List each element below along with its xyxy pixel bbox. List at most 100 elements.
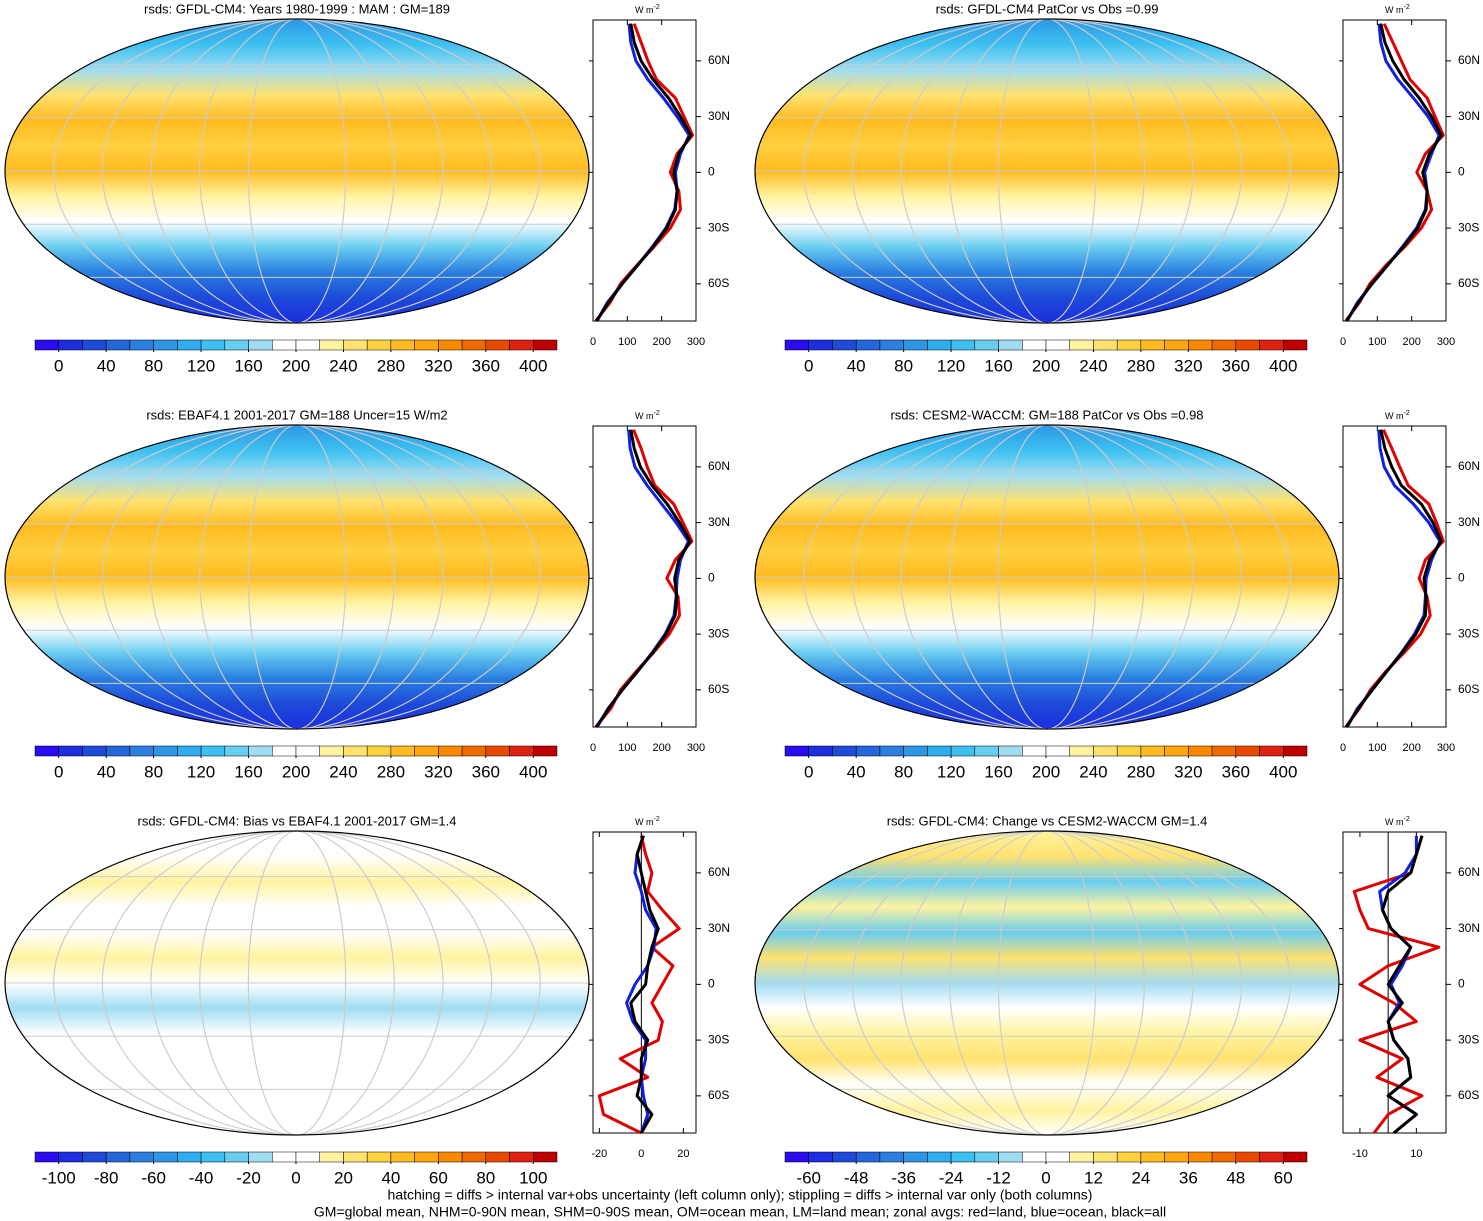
panel-title: rsds: GFDL-CM4: Change vs CESM2-WACCM GM…	[887, 813, 1208, 828]
colorbar-box	[1069, 745, 1094, 757]
x-tick-label: 100	[1368, 742, 1386, 754]
y-tick-label: 60S	[708, 682, 729, 696]
unit: W m	[635, 5, 654, 15]
colorbar-box	[200, 1151, 226, 1163]
colorbar-box	[1283, 1151, 1308, 1163]
colorbar-label: 80	[144, 356, 163, 375]
zonal-line	[595, 23, 691, 322]
map-border	[754, 18, 1340, 324]
colorbar-box	[1022, 745, 1047, 757]
colorbar-box	[177, 1151, 202, 1163]
colorbar-box	[1211, 1151, 1237, 1163]
colorbar-box	[1259, 745, 1284, 757]
colorbar-box	[1140, 1151, 1165, 1163]
x-tick-label: 0	[638, 1148, 644, 1160]
unit-label: W m-2	[635, 410, 660, 422]
y-tick-label: 30N	[708, 921, 730, 935]
colorbar-box	[509, 1151, 534, 1163]
colorbar-label: 400	[519, 762, 547, 781]
colorbar-box	[105, 1151, 131, 1163]
colorbar-box	[248, 1151, 273, 1163]
x-tick-label: 0	[590, 336, 596, 348]
colorbar-box	[509, 339, 534, 351]
colorbar-box	[855, 745, 881, 757]
colorbar-box	[533, 1151, 558, 1163]
colorbar-box	[974, 339, 999, 351]
colorbar-box	[1259, 339, 1284, 351]
colorbar-label: 320	[1174, 762, 1202, 781]
y-tick-label: 30S	[1458, 626, 1479, 640]
colorbar-label: 80	[894, 356, 913, 375]
colorbar-label: 400	[1269, 356, 1297, 375]
colorbar-label: 120	[187, 356, 215, 375]
colorbar-box	[808, 745, 833, 757]
colorbar-box	[998, 339, 1023, 351]
colorbar-label: 280	[1127, 762, 1155, 781]
colorbar-box	[998, 1151, 1023, 1163]
x-tick-label: 100	[1368, 336, 1386, 348]
colorbar-box	[927, 339, 952, 351]
colorbar-box	[200, 745, 226, 757]
colorbar-label: 240	[329, 762, 357, 781]
map-border	[4, 424, 590, 730]
colorbar-box	[1211, 339, 1237, 351]
colorbar-box	[319, 745, 344, 757]
colorbar-box	[105, 745, 131, 757]
colorbar-label: -60	[796, 1168, 821, 1187]
colorbar-box	[855, 1151, 881, 1163]
colorbar-label: 0	[54, 356, 63, 375]
colorbar-box	[1188, 339, 1213, 351]
colorbar-box	[485, 1151, 510, 1163]
panel-title: rsds: EBAF4.1 2001-2017 GM=188 Uncer=15 …	[146, 407, 447, 422]
colorbar-box	[808, 339, 833, 351]
colorbar-box	[1069, 339, 1094, 351]
colorbar-box	[1235, 339, 1260, 351]
zonal-line	[1345, 429, 1442, 728]
colorbar-box	[58, 339, 83, 351]
colorbar-box	[414, 339, 439, 351]
unit-sup: -2	[1404, 4, 1410, 11]
unit-sup: -2	[654, 4, 660, 11]
colorbar-box	[950, 1151, 976, 1163]
colorbar-box	[485, 339, 510, 351]
y-tick-label: 0	[1458, 977, 1465, 991]
colorbar-label: 120	[187, 762, 215, 781]
unit: W m	[1385, 411, 1404, 421]
colorbar-label: 160	[984, 762, 1012, 781]
colorbar-label: 400	[519, 356, 547, 375]
colorbar-box	[1188, 1151, 1213, 1163]
y-tick-label: 60S	[1458, 276, 1479, 290]
footnote: hatching = diffs > internal var+obs unce…	[388, 1187, 1093, 1203]
unit-label: W m-2	[635, 816, 660, 828]
colorbar-label: 120	[937, 762, 965, 781]
map-border	[754, 830, 1340, 1136]
colorbar-box	[1022, 1151, 1047, 1163]
colorbar-box	[533, 339, 558, 351]
y-tick-label: 60N	[708, 865, 730, 879]
colorbar-box	[903, 339, 928, 351]
zonal-frame	[1342, 425, 1447, 728]
colorbar-box	[950, 339, 976, 351]
unit-label: W m-2	[1385, 4, 1410, 16]
colorbar-box	[272, 745, 297, 757]
colorbar-box	[1164, 745, 1189, 757]
map-border	[4, 830, 590, 1136]
colorbar-box	[1045, 745, 1070, 757]
colorbar-box	[461, 1151, 487, 1163]
colorbar-box	[366, 745, 392, 757]
unit: W m	[1385, 817, 1404, 827]
colorbar-box	[879, 1151, 904, 1163]
x-tick-label: 300	[1437, 742, 1455, 754]
colorbar-label: 280	[377, 356, 405, 375]
colorbar-box	[784, 1151, 809, 1163]
x-tick-label: 0	[1340, 336, 1346, 348]
colorbar-box	[177, 339, 202, 351]
colorbar-box	[82, 745, 107, 757]
colorbar-box	[1140, 745, 1165, 757]
colorbar-box	[82, 1151, 107, 1163]
colorbar-box	[390, 745, 415, 757]
y-tick-label: 60N	[1458, 865, 1480, 879]
unit: W m	[635, 411, 654, 421]
colorbar-box	[438, 745, 463, 757]
